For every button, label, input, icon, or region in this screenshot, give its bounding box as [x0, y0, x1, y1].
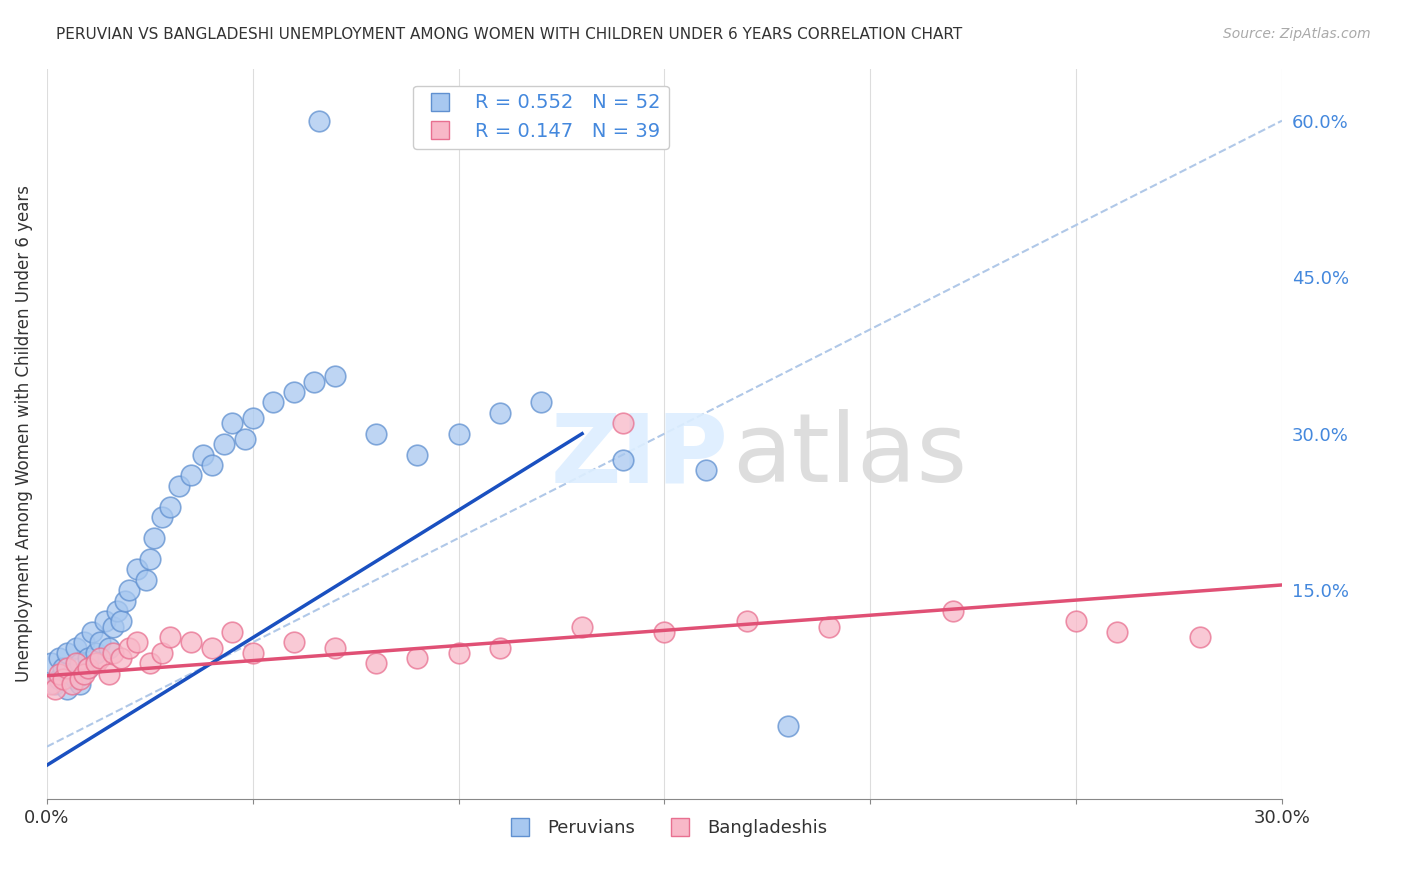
- Point: [97, 666, 120, 681]
- Point: [77, 661, 100, 675]
- Point: [48, 651, 70, 665]
- Point: [488, 640, 510, 655]
- Point: [366, 426, 388, 441]
- Point: [283, 635, 305, 649]
- Point: [101, 646, 124, 660]
- Point: [233, 432, 256, 446]
- Point: [942, 604, 965, 618]
- Point: [612, 452, 634, 467]
- Point: [77, 661, 100, 675]
- Point: [221, 624, 243, 639]
- Point: [44, 682, 66, 697]
- Point: [52, 661, 75, 675]
- Point: [65, 657, 87, 671]
- Point: [110, 651, 132, 665]
- Point: [60, 677, 83, 691]
- Point: [180, 468, 202, 483]
- Point: [323, 369, 346, 384]
- Point: [65, 640, 87, 655]
- Text: PERUVIAN VS BANGLADESHI UNEMPLOYMENT AMONG WOMEN WITH CHILDREN UNDER 6 YEARS COR: PERUVIAN VS BANGLADESHI UNEMPLOYMENT AMO…: [56, 27, 963, 42]
- Point: [488, 406, 510, 420]
- Point: [101, 620, 124, 634]
- Point: [118, 583, 141, 598]
- Point: [323, 640, 346, 655]
- Point: [1188, 630, 1211, 644]
- Point: [530, 395, 553, 409]
- Point: [142, 531, 165, 545]
- Point: [73, 666, 96, 681]
- Point: [447, 426, 470, 441]
- Point: [77, 651, 100, 665]
- Point: [283, 384, 305, 399]
- Point: [52, 672, 75, 686]
- Point: [150, 510, 173, 524]
- Point: [167, 479, 190, 493]
- Point: [1107, 624, 1129, 639]
- Text: atlas: atlas: [733, 409, 967, 502]
- Point: [93, 615, 115, 629]
- Point: [127, 562, 149, 576]
- Point: [654, 624, 676, 639]
- Point: [56, 682, 79, 697]
- Text: ZIP: ZIP: [551, 409, 728, 502]
- Point: [776, 719, 799, 733]
- Point: [159, 500, 181, 514]
- Point: [73, 635, 96, 649]
- Point: [114, 593, 136, 607]
- Point: [139, 552, 162, 566]
- Point: [406, 448, 429, 462]
- Point: [571, 620, 593, 634]
- Point: [180, 635, 202, 649]
- Point: [159, 630, 181, 644]
- Point: [65, 672, 87, 686]
- Point: [84, 657, 107, 671]
- Point: [193, 448, 215, 462]
- Point: [735, 615, 758, 629]
- Point: [447, 646, 470, 660]
- Point: [69, 657, 91, 671]
- Point: [82, 624, 104, 639]
- Point: [135, 573, 157, 587]
- Point: [818, 620, 841, 634]
- Point: [97, 640, 120, 655]
- Point: [221, 416, 243, 430]
- Point: [39, 657, 62, 671]
- Point: [1064, 615, 1087, 629]
- Point: [69, 672, 91, 686]
- Point: [308, 113, 330, 128]
- Legend: Peruvians, Bangladeshis: Peruvians, Bangladeshis: [495, 812, 834, 845]
- Point: [262, 395, 284, 409]
- Text: Source: ZipAtlas.com: Source: ZipAtlas.com: [1223, 27, 1371, 41]
- Point: [212, 437, 235, 451]
- Point: [200, 640, 222, 655]
- Point: [304, 375, 326, 389]
- Point: [150, 646, 173, 660]
- Point: [200, 458, 222, 472]
- Point: [110, 615, 132, 629]
- Point: [84, 646, 107, 660]
- Point: [56, 661, 79, 675]
- Point: [69, 677, 91, 691]
- Point: [39, 677, 62, 691]
- Point: [242, 411, 264, 425]
- Point: [89, 651, 111, 665]
- Point: [612, 416, 634, 430]
- Point: [242, 646, 264, 660]
- Point: [105, 604, 128, 618]
- Point: [56, 646, 79, 660]
- Point: [89, 635, 111, 649]
- Point: [44, 677, 66, 691]
- Point: [695, 463, 717, 477]
- Point: [127, 635, 149, 649]
- Point: [366, 657, 388, 671]
- Point: [48, 666, 70, 681]
- Point: [406, 651, 429, 665]
- Y-axis label: Unemployment Among Women with Children Under 6 years: Unemployment Among Women with Children U…: [15, 186, 32, 682]
- Point: [118, 640, 141, 655]
- Point: [139, 657, 162, 671]
- Point: [60, 666, 83, 681]
- Point: [48, 672, 70, 686]
